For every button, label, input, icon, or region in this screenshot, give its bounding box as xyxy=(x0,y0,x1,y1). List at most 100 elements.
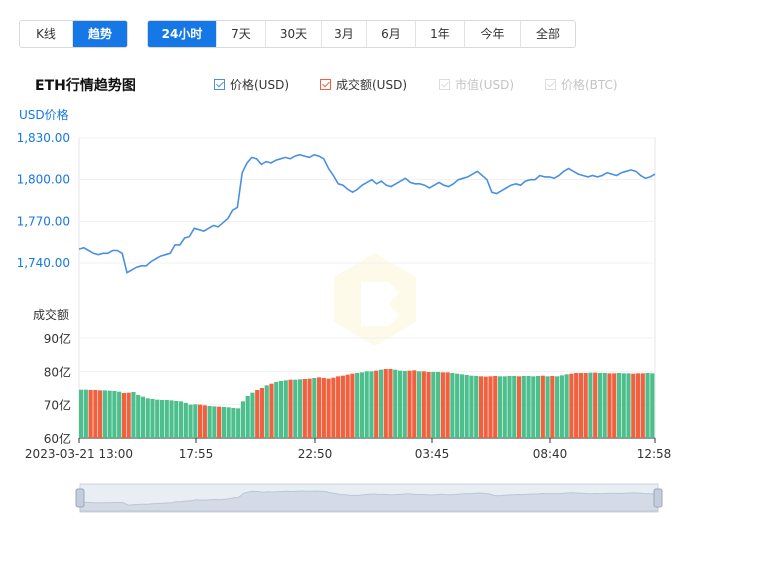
volume-bar xyxy=(497,376,503,438)
volume-bar xyxy=(145,398,150,438)
volume-bar xyxy=(397,370,403,438)
navigator-right-handle[interactable] xyxy=(653,488,663,508)
view-tab-1[interactable]: 趋势 xyxy=(73,21,127,47)
volume-bar xyxy=(602,373,607,438)
range-tab-0[interactable]: 24小时 xyxy=(148,21,217,47)
volume-bar xyxy=(412,370,417,438)
view-tab-0[interactable]: K线 xyxy=(20,21,73,47)
volume-bar xyxy=(283,380,288,438)
volume-tick-label: 70亿 xyxy=(44,398,71,413)
range-tab-4[interactable]: 6月 xyxy=(367,21,416,47)
volume-bar xyxy=(278,381,284,438)
volume-bar xyxy=(569,373,574,438)
volume-bar xyxy=(193,404,198,438)
volume-bar xyxy=(564,374,569,438)
volume-bar xyxy=(274,382,279,438)
volume-bar xyxy=(326,378,331,438)
chart-title: ETH行情趋势图 xyxy=(35,78,136,94)
volume-bar xyxy=(474,376,479,438)
volume-bar xyxy=(236,408,241,438)
legend-item-3[interactable]: 价格(BTC) xyxy=(545,76,618,93)
volume-bar xyxy=(645,373,650,438)
volume-bar xyxy=(402,371,407,438)
volume-bar xyxy=(607,373,612,438)
legend-item-1[interactable]: 成交额(USD) xyxy=(320,76,407,93)
volume-bar xyxy=(302,379,307,438)
volume-bar xyxy=(250,392,255,438)
volume-bar xyxy=(621,373,626,438)
navigator-left-handle[interactable] xyxy=(75,488,85,508)
range-tab-1[interactable]: 7天 xyxy=(217,21,266,47)
volume-bar xyxy=(526,376,531,438)
volume-bar xyxy=(121,393,127,438)
volume-bar xyxy=(421,371,426,438)
volume-bar xyxy=(245,396,250,438)
volume-bar xyxy=(416,371,422,438)
volume-tick-label: 90亿 xyxy=(44,331,71,346)
x-tick-label: 03:45 xyxy=(415,447,450,461)
volume-bar xyxy=(174,401,179,438)
volume-bar xyxy=(407,370,412,438)
price-line xyxy=(78,153,656,274)
range-tab-2[interactable]: 30天 xyxy=(266,21,322,47)
volume-bar xyxy=(212,406,217,438)
range-tab-6[interactable]: 今年 xyxy=(465,21,521,47)
volume-bar xyxy=(374,370,379,438)
volume-bar xyxy=(107,390,112,438)
price-tick-label: 1,770.00 xyxy=(17,214,70,228)
legend-checkbox-1[interactable] xyxy=(320,79,331,90)
price-tick-label: 1,740.00 xyxy=(17,256,70,270)
volume-bar xyxy=(264,385,269,438)
legend-label-2: 市值(USD) xyxy=(455,78,515,92)
volume-bar xyxy=(445,372,450,438)
volume-bar xyxy=(545,376,550,438)
volume-bar xyxy=(226,407,231,438)
volume-tick-label: 80亿 xyxy=(44,364,71,379)
volume-bar xyxy=(93,390,98,438)
legend-checkbox-2[interactable] xyxy=(439,79,450,90)
volume-bar xyxy=(583,373,588,438)
x-tick-label: 08:40 xyxy=(533,447,568,461)
volume-bar xyxy=(464,375,469,438)
legend-checkbox-3[interactable] xyxy=(545,79,556,90)
legend-label-0: 价格(USD) xyxy=(230,78,290,92)
volume-bar xyxy=(616,373,622,438)
volume-bar xyxy=(164,400,169,438)
volume-bar xyxy=(535,376,541,438)
volume-bar xyxy=(79,389,84,438)
legend-checkbox-0[interactable] xyxy=(214,79,225,90)
volume-bar xyxy=(455,373,460,438)
volume-bar xyxy=(426,372,431,438)
volume-bar xyxy=(502,376,507,438)
volume-bar xyxy=(150,399,155,438)
volume-bar xyxy=(364,371,369,438)
volume-bar xyxy=(521,376,526,438)
volume-tick-label: 60亿 xyxy=(44,431,71,446)
price-tick-label: 1,830.00 xyxy=(17,131,70,145)
x-tick-label: 22:50 xyxy=(298,447,333,461)
volume-bar xyxy=(631,373,636,438)
volume-bar xyxy=(307,378,312,438)
time-range-navigator[interactable] xyxy=(75,483,663,513)
price-axis-label: USD价格 xyxy=(19,107,69,122)
range-tab-3[interactable]: 3月 xyxy=(322,21,367,47)
volume-bar xyxy=(198,404,203,438)
volume-bar xyxy=(136,395,141,438)
range-tab-5[interactable]: 1年 xyxy=(416,21,465,47)
legend-item-0[interactable]: 价格(USD) xyxy=(214,76,289,93)
volume-axis-label: 成交额 xyxy=(33,307,69,322)
volume-bar xyxy=(255,390,260,438)
volume-bar xyxy=(650,373,655,438)
x-tick-label: 2023-03-21 13:00 xyxy=(25,447,133,461)
range-tab-7[interactable]: 全部 xyxy=(521,21,575,47)
legend-item-2[interactable]: 市值(USD) xyxy=(439,76,514,93)
volume-bar xyxy=(331,377,336,438)
volume-bar xyxy=(640,373,645,438)
volume-bar xyxy=(202,405,207,438)
volume-bar xyxy=(293,379,298,438)
volume-bar xyxy=(112,391,117,438)
volume-bar xyxy=(483,376,488,438)
volume-bar xyxy=(169,400,174,438)
volume-bar xyxy=(540,375,545,438)
